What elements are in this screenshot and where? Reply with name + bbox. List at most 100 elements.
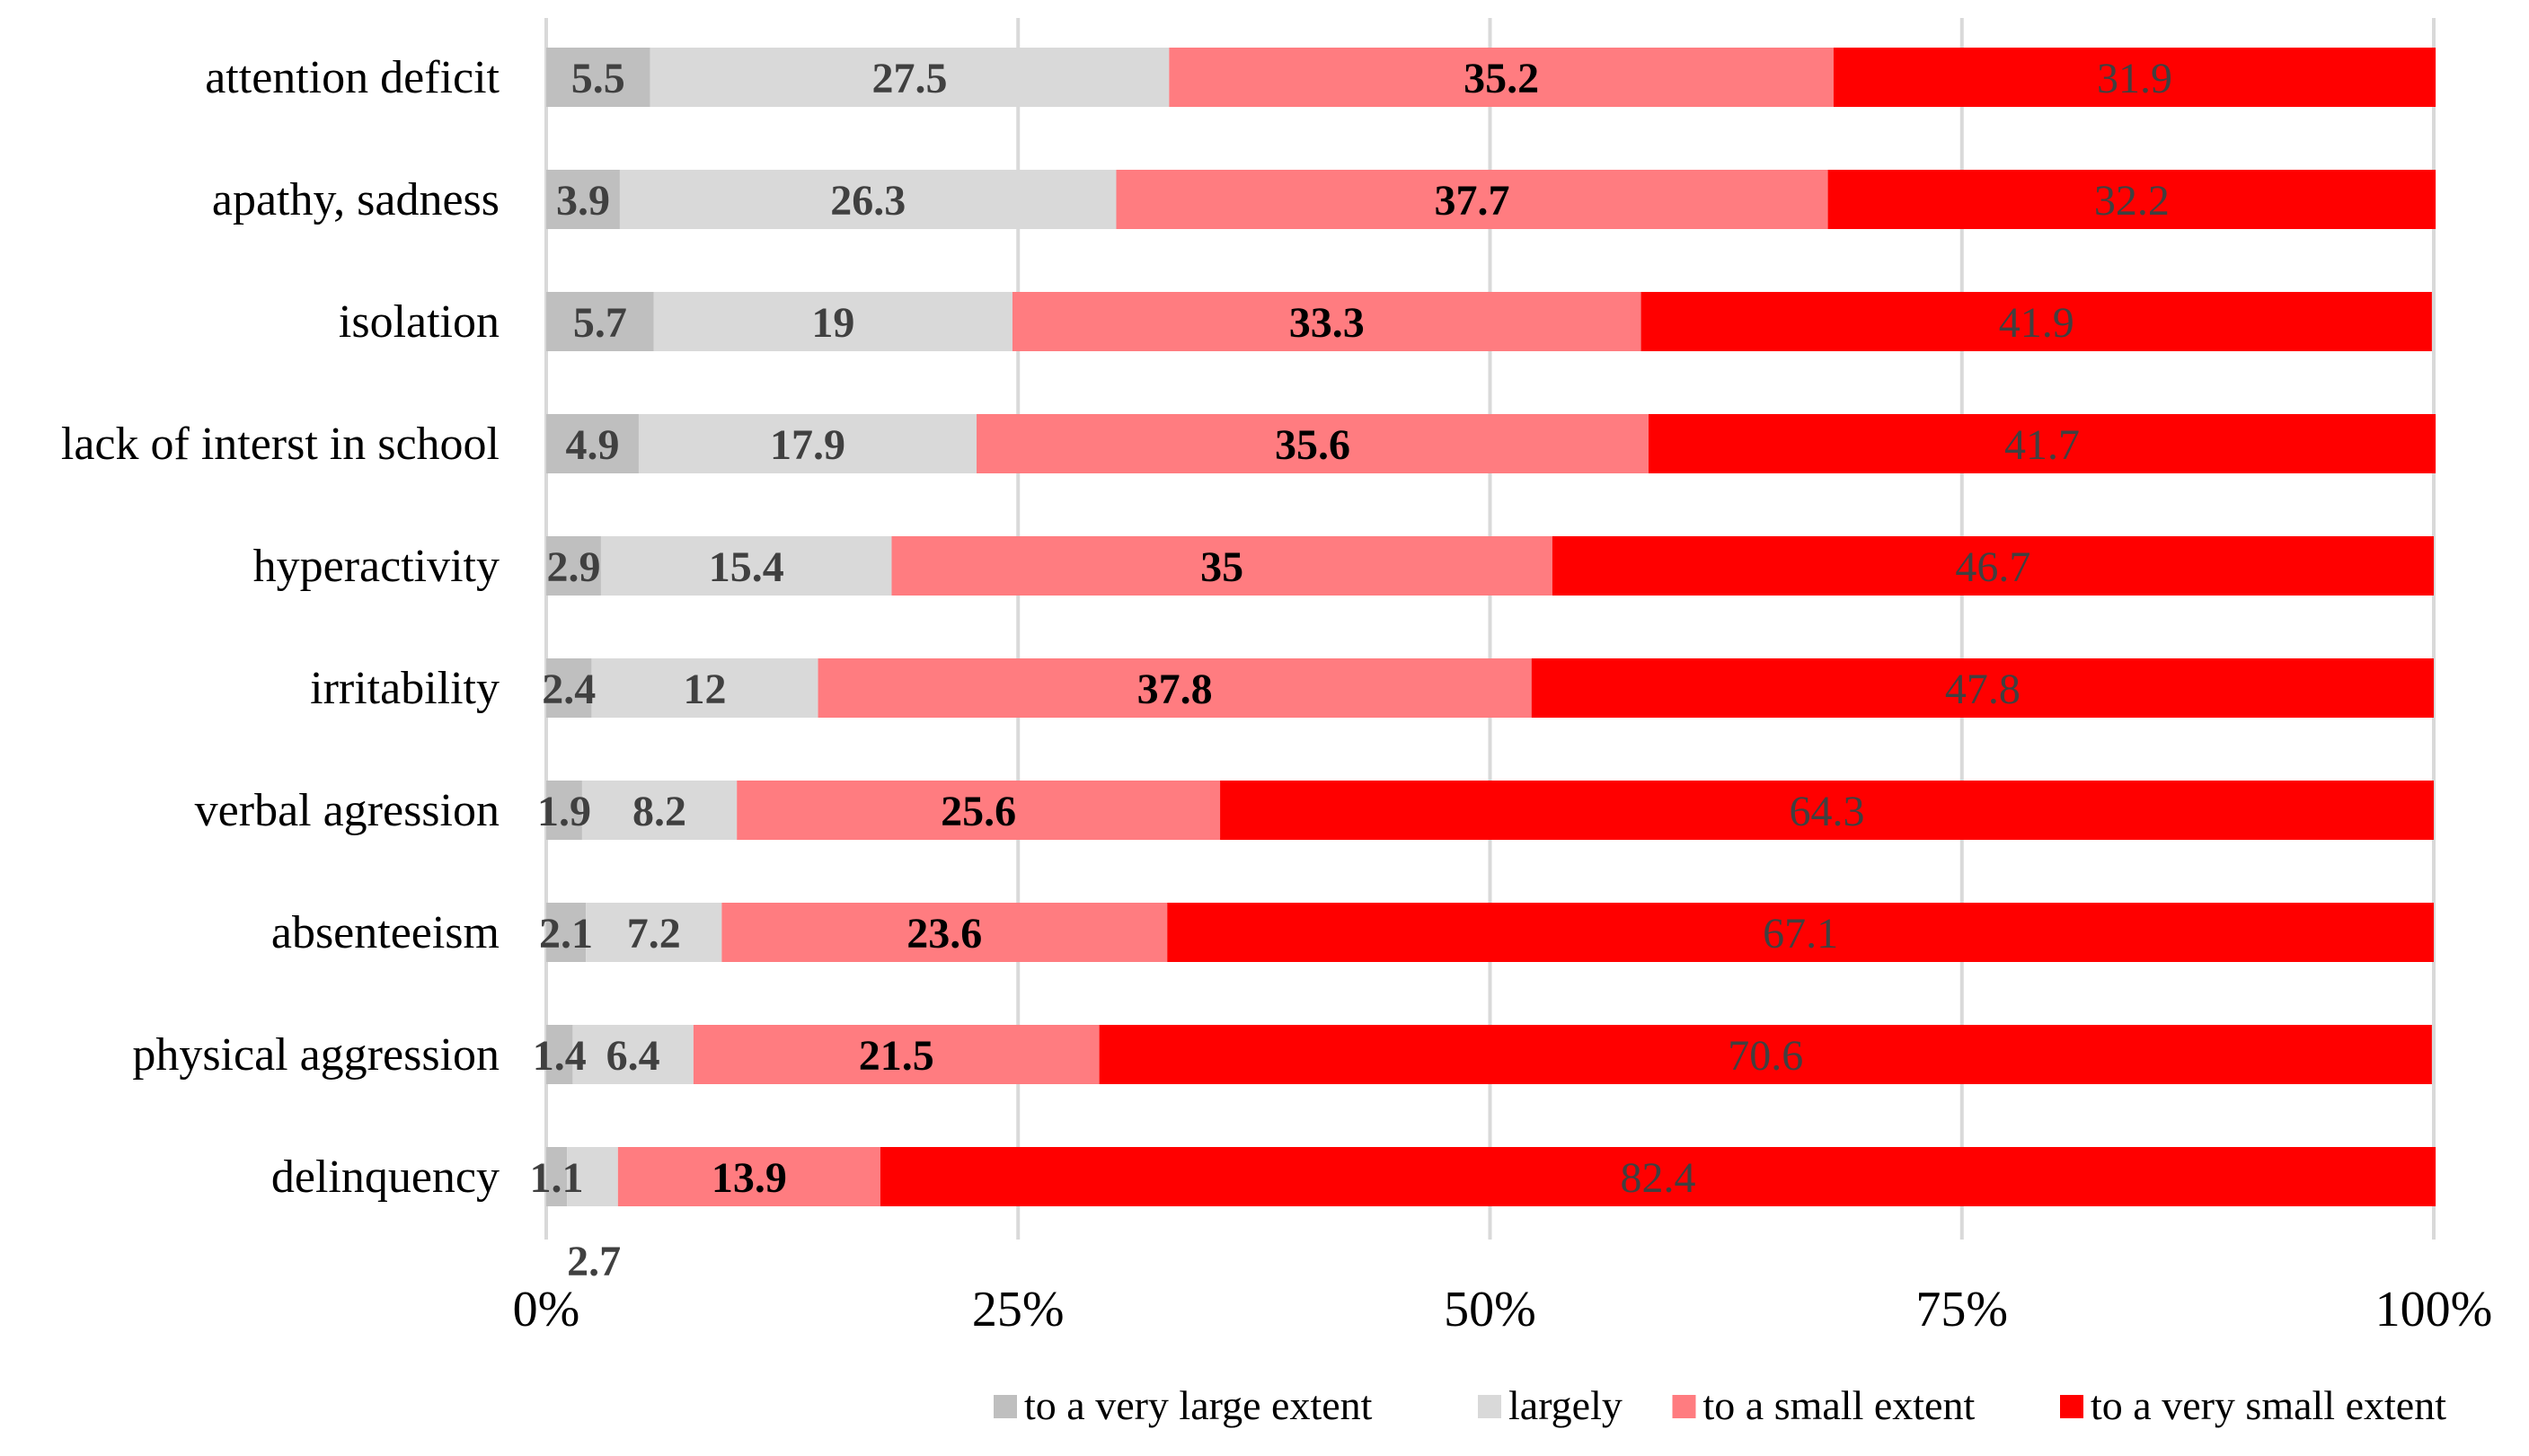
data-label: 46.7 (1955, 543, 2030, 591)
bar-segment (880, 1147, 2436, 1206)
bar-segment (546, 414, 639, 473)
bar-segment (617, 1147, 880, 1206)
value-labels: 5.5 27.5 35.2 31.9 3.9 26.3 37.7 32.2 5.7 19 33.3 4… (530, 55, 2172, 1285)
bar-segment (891, 536, 1552, 596)
bar-segment (546, 781, 582, 840)
x-tick-label: 75% (1915, 1282, 2008, 1337)
data-label: 13.9 (712, 1154, 787, 1202)
bar-segment (1167, 903, 2434, 962)
data-label: 3.9 (556, 177, 610, 225)
data-label: 15.4 (709, 543, 784, 591)
bar-segment (619, 170, 1117, 229)
data-label: 1.4 (533, 1032, 587, 1080)
category-label: attention deficit (205, 52, 500, 103)
data-label: 37.7 (1435, 177, 1510, 225)
bar-segment (977, 414, 1649, 473)
data-label: 23.6 (906, 910, 982, 957)
bar-segment (737, 781, 1221, 840)
bar-segment (1531, 658, 2434, 718)
data-label: 32.2 (2094, 177, 2170, 225)
bar-segment (546, 292, 654, 351)
bar-segment (546, 1147, 568, 1206)
data-label: 7.2 (627, 910, 681, 957)
data-label: 70.6 (1728, 1032, 1803, 1080)
legend-label: to a very small extent (2091, 1382, 2446, 1428)
bar-segment (546, 48, 650, 107)
data-label: 33.3 (1289, 299, 1365, 347)
bar-segment (1648, 414, 2436, 473)
data-label: 67.1 (1763, 910, 1838, 957)
bar-segment (1552, 536, 2434, 596)
data-label: 2.9 (546, 543, 600, 591)
bar-segment (693, 1025, 1100, 1084)
bar-segment (546, 1025, 573, 1084)
bar-segment (1012, 292, 1641, 351)
data-label: 2.7 (567, 1238, 621, 1285)
legend-label: largely (1508, 1382, 1623, 1428)
data-label: 27.5 (871, 55, 947, 102)
data-label: 19 (811, 299, 854, 347)
bar-segment (572, 1025, 694, 1084)
bar-segment (818, 658, 1532, 718)
data-label: 4.9 (565, 421, 619, 469)
bar-segment (653, 292, 1012, 351)
bar-segment (1833, 48, 2436, 107)
bar-segment (1220, 781, 2434, 840)
category-label: apathy, sadness (212, 174, 500, 225)
category-label: hyperactivity (253, 541, 500, 592)
legend-label: to a very large extent (1024, 1382, 1373, 1428)
x-axis-tick-labels: 0% 25% 50% 75% 100% (513, 1282, 2493, 1337)
data-label: 41.7 (2004, 421, 2080, 469)
bar-segment (600, 536, 892, 596)
data-label: 64.3 (1790, 788, 1865, 835)
bar-segment (567, 1147, 618, 1206)
data-label: 8.2 (632, 788, 686, 835)
data-label: 26.3 (830, 177, 906, 225)
bar-segment (591, 658, 818, 718)
category-label: irritability (310, 663, 500, 714)
legend-swatch (1672, 1395, 1696, 1418)
category-labels: attention deficit apathy, sadness isolatio… (61, 52, 500, 1203)
data-label: 17.9 (770, 421, 845, 469)
data-label: 12 (683, 666, 726, 713)
data-label: 21.5 (859, 1032, 934, 1080)
category-label: verbal agression (195, 785, 500, 836)
bar-segment (1640, 292, 2432, 351)
data-label: 37.8 (1137, 666, 1213, 713)
data-label: 1.1 (530, 1154, 584, 1202)
x-tick-label: 25% (972, 1282, 1065, 1337)
category-label: delinquency (271, 1152, 500, 1203)
data-label: 35.2 (1463, 55, 1539, 102)
legend-label: to a small extent (1703, 1382, 1976, 1428)
legend-swatch (1478, 1395, 1501, 1418)
bars (546, 48, 2436, 1206)
data-label: 47.8 (1945, 666, 2021, 713)
bar-segment (1099, 1025, 2432, 1084)
data-label: 2.4 (542, 666, 596, 713)
category-label: absenteeism (271, 907, 500, 958)
bar-segment (546, 170, 620, 229)
data-label: 5.7 (573, 299, 627, 347)
legend: to a very large extent largely to a small … (994, 1382, 2446, 1428)
bar-segment (586, 903, 722, 962)
data-label: 5.5 (571, 55, 625, 102)
x-tick-label: 100% (2375, 1282, 2493, 1337)
bar-segment (581, 781, 738, 840)
x-tick-label: 50% (1444, 1282, 1536, 1337)
bar-segment (546, 903, 587, 962)
bar-segment (1827, 170, 2436, 229)
bar-segment (1116, 170, 1828, 229)
bar-segment (721, 903, 1168, 962)
data-label: 1.9 (537, 788, 591, 835)
data-label: 31.9 (2097, 55, 2172, 102)
bar-segment (546, 536, 601, 596)
category-label: isolation (339, 296, 500, 348)
data-label: 2.1 (539, 910, 593, 957)
data-label: 41.9 (1999, 299, 2074, 347)
bar-segment (650, 48, 1170, 107)
data-label: 35.6 (1275, 421, 1350, 469)
category-label: physical aggression (132, 1029, 500, 1081)
data-label: 35 (1200, 543, 1243, 591)
data-label: 25.6 (941, 788, 1016, 835)
